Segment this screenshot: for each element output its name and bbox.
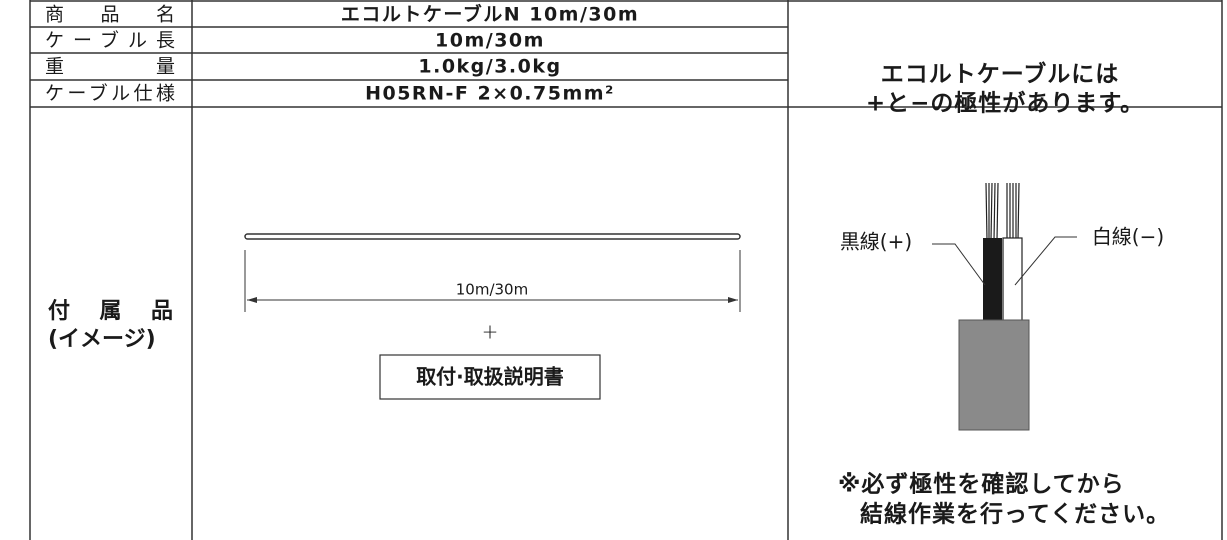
wire-label: 黒線(+) [840,230,912,254]
manual-label: 取付·取扱説明書 [416,365,564,389]
polarity-note: エコルトケーブルには [881,61,1120,88]
row-label: ケーブル仕様 [45,82,175,105]
plus-sign: + [482,320,499,344]
length-label: 10m/30m [456,281,528,299]
wire-label: 白線(−) [1092,225,1164,249]
accessories-label: 付属品 [48,299,173,324]
row-value: 1.0kg/3.0kg [418,56,561,78]
polarity-note: +と−の極性があります。 [866,90,1144,117]
manual-box [379,354,601,400]
cable-drawing [244,233,741,240]
caution-note: ※必ず極性を確認してから [838,471,1125,498]
row-value: エコルトケーブルN 10m/30m [341,3,639,26]
caution-note: 結線作業を行ってください。 [860,501,1170,528]
row-label: 重量 [45,56,175,78]
row-value: 10m/30m [435,30,545,52]
wire-illustration [932,182,1077,431]
row-label: ケーブル長 [45,29,175,52]
accessories-label: (イメージ) [48,327,156,352]
table-grid [29,0,1223,540]
row-label: 商品名 [45,4,175,26]
row-value: H05RN-F 2×0.75mm² [365,83,615,105]
